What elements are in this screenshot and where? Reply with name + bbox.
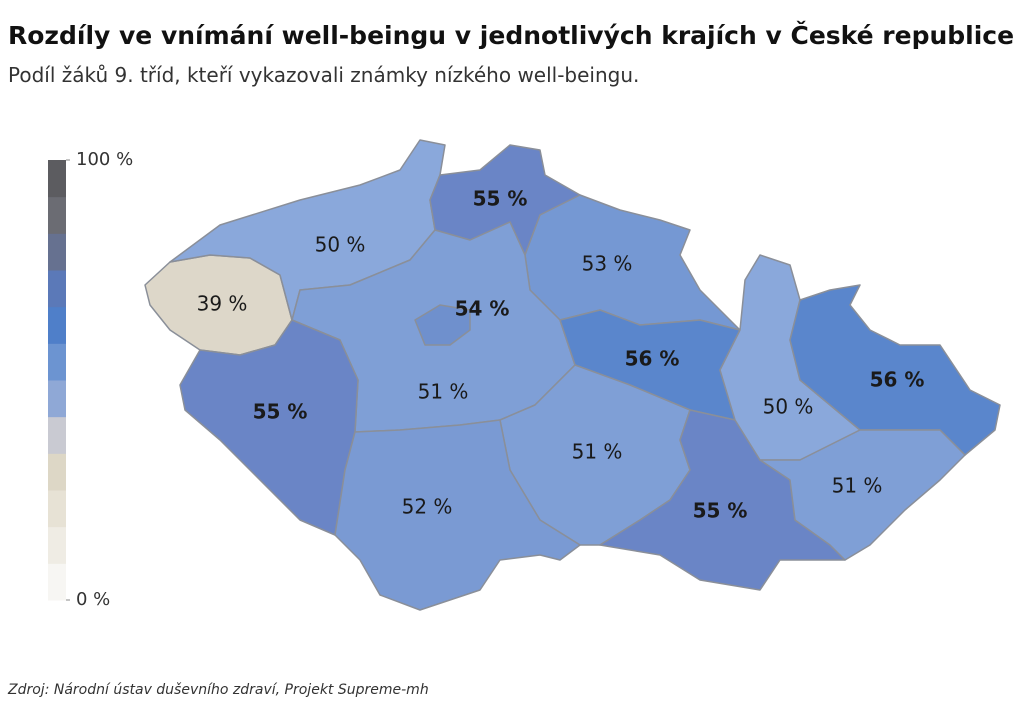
title: Rozdíly ve vnímání well-beingu v jednotl… [8,20,1014,50]
legend-swatch [48,196,66,234]
region [414,304,471,346]
region-label: 54 % [455,297,510,321]
regions [144,139,1001,611]
legend-tick-label: 0 % [76,589,110,610]
legend-swatch [48,270,66,308]
region-label: 56 % [625,347,680,371]
subtitle: Podíl žáků 9. tříd, kteří vykazovali zná… [8,63,639,87]
region-label: 51 % [418,380,469,404]
region-label: 56 % [870,368,925,392]
region-label: 50 % [315,233,366,257]
region-label: 55 % [693,499,748,523]
source: Zdroj: Národní ústav duševního zdraví, P… [7,682,429,698]
legend-swatch [48,380,66,418]
legend-swatch [48,233,66,271]
region-label: 53 % [582,252,633,276]
legend-swatch [48,526,66,564]
region-label: 50 % [763,395,814,419]
region [524,194,741,331]
region-labels: 39 % 50 % 55 % 53 % 54 % 51 % 55 % 56 % … [197,187,925,523]
region [759,429,966,561]
region-label: 51 % [572,440,623,464]
legend-swatch [48,416,66,454]
region-label: 39 % [197,292,248,316]
region-label: 55 % [253,400,308,424]
legend-tick-label: 100 % [76,149,133,170]
region [179,319,359,536]
region-label: 55 % [473,187,528,211]
region [334,419,581,611]
legend-swatch [48,160,66,198]
legend: 0 % 100 % [48,149,133,610]
legend-swatch [48,490,66,528]
legend-swatch [48,343,66,381]
region-label: 52 % [402,495,453,519]
legend-swatch [48,563,66,601]
legend-swatch [48,306,66,344]
legend-swatch [48,453,66,491]
region-label: 51 % [832,474,883,498]
